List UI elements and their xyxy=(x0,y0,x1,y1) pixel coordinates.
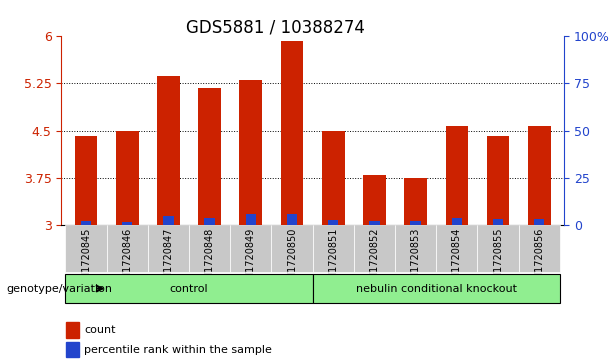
Bar xyxy=(322,131,345,225)
Bar xyxy=(363,175,386,225)
FancyBboxPatch shape xyxy=(313,225,354,272)
Text: count: count xyxy=(84,325,115,335)
Bar xyxy=(411,221,421,225)
Text: GSM1720856: GSM1720856 xyxy=(535,227,544,293)
FancyBboxPatch shape xyxy=(519,225,560,272)
Bar xyxy=(281,41,303,225)
Bar xyxy=(452,217,462,225)
Bar xyxy=(163,216,173,225)
Text: GDS5881 / 10388274: GDS5881 / 10388274 xyxy=(186,18,365,36)
Bar xyxy=(157,76,180,225)
FancyBboxPatch shape xyxy=(189,225,230,272)
FancyBboxPatch shape xyxy=(148,225,189,272)
Text: control: control xyxy=(170,284,208,294)
Bar xyxy=(328,220,338,225)
FancyBboxPatch shape xyxy=(313,274,560,303)
Bar xyxy=(446,126,468,225)
Bar xyxy=(369,221,379,225)
FancyBboxPatch shape xyxy=(436,225,478,272)
Bar xyxy=(116,131,139,225)
Text: GSM1720853: GSM1720853 xyxy=(411,227,421,293)
FancyBboxPatch shape xyxy=(230,225,272,272)
Text: GSM1720846: GSM1720846 xyxy=(122,227,132,293)
FancyBboxPatch shape xyxy=(66,225,107,272)
Text: GSM1720847: GSM1720847 xyxy=(164,227,173,293)
Bar xyxy=(81,221,91,225)
Text: GSM1720854: GSM1720854 xyxy=(452,227,462,293)
Bar xyxy=(66,342,79,357)
Bar xyxy=(66,322,79,338)
Bar xyxy=(528,126,550,225)
Bar xyxy=(205,217,215,225)
FancyBboxPatch shape xyxy=(66,274,313,303)
Bar xyxy=(405,178,427,225)
FancyBboxPatch shape xyxy=(272,225,313,272)
Text: percentile rank within the sample: percentile rank within the sample xyxy=(84,345,272,355)
Bar xyxy=(198,88,221,225)
Bar xyxy=(493,219,503,225)
Text: nebulin conditional knockout: nebulin conditional knockout xyxy=(356,284,517,294)
Bar xyxy=(534,219,544,225)
Text: GSM1720855: GSM1720855 xyxy=(493,227,503,293)
Text: GSM1720850: GSM1720850 xyxy=(287,227,297,293)
FancyBboxPatch shape xyxy=(354,225,395,272)
Bar xyxy=(487,136,509,225)
FancyBboxPatch shape xyxy=(395,225,436,272)
FancyBboxPatch shape xyxy=(478,225,519,272)
Text: GSM1720851: GSM1720851 xyxy=(328,227,338,293)
Bar xyxy=(122,222,132,225)
Bar xyxy=(246,214,256,225)
Bar xyxy=(75,136,97,225)
Text: genotype/variation: genotype/variation xyxy=(6,284,112,294)
Text: GSM1720845: GSM1720845 xyxy=(81,227,91,293)
Bar xyxy=(240,80,262,225)
Text: GSM1720848: GSM1720848 xyxy=(205,227,215,293)
Text: GSM1720849: GSM1720849 xyxy=(246,227,256,293)
Bar xyxy=(287,214,297,225)
Text: GSM1720852: GSM1720852 xyxy=(370,227,379,293)
FancyBboxPatch shape xyxy=(107,225,148,272)
